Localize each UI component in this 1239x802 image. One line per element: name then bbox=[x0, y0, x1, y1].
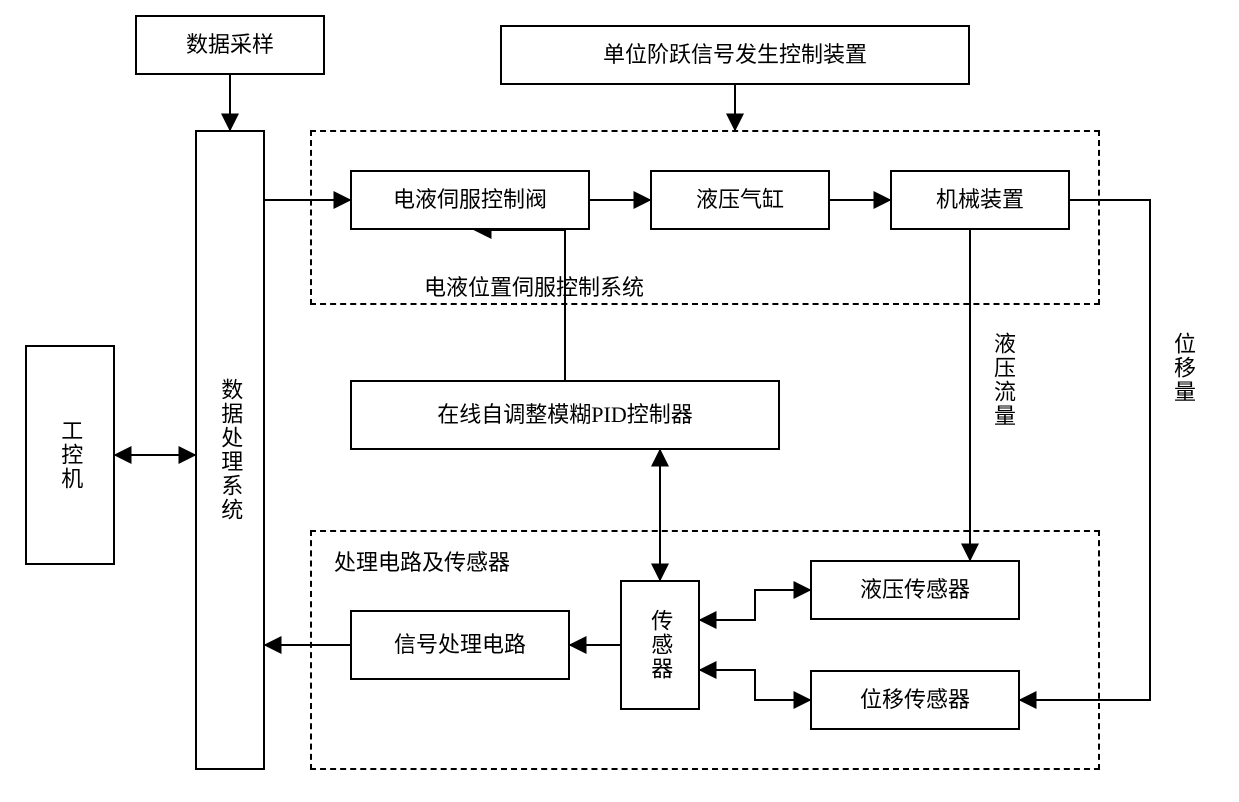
node-valve: 电液伺服控制阀 bbox=[350, 170, 590, 230]
group-label-servo_sys: 电液位置伺服控制系统 bbox=[420, 270, 648, 302]
block-diagram: 电液位置伺服控制系统处理电路及传感器 数据采样 单位阶跃信号发生控制装置工控机 数据处… bbox=[0, 0, 1239, 802]
node-ipc: 工控机 bbox=[25, 345, 115, 565]
node-disp_sensor: 位移传感器 bbox=[810, 670, 1020, 730]
node-pid: 在线自调整模糊PID控制器 bbox=[350, 380, 780, 450]
node-sampling: 数据采样 bbox=[135, 15, 325, 75]
node-dps: 数据处理系统 bbox=[195, 130, 265, 770]
node-sig_proc: 信号处理电路 bbox=[350, 610, 570, 680]
node-cylinder: 液压气缸 bbox=[650, 170, 830, 230]
flow-label-hyd_flow: 液压流量 bbox=[985, 330, 1021, 436]
node-sensor: 传感器 bbox=[620, 580, 700, 710]
node-step_signal: 单位阶跃信号发生控制装置 bbox=[500, 25, 970, 85]
node-mech: 机械装置 bbox=[890, 170, 1070, 230]
flow-label-disp: 位移量 bbox=[1165, 330, 1201, 412]
group-label-sensors: 处理电路及传感器 bbox=[330, 545, 514, 577]
node-hyd_sensor: 液压传感器 bbox=[810, 560, 1020, 620]
